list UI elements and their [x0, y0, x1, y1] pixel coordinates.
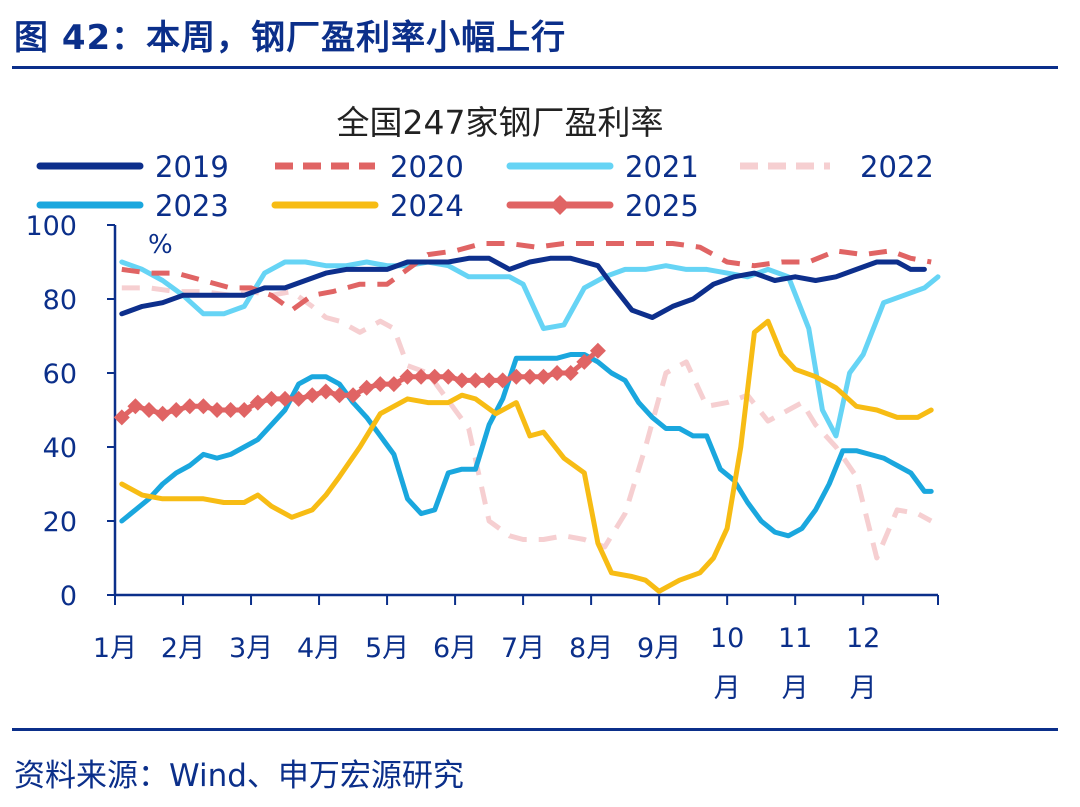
- series-point-2025: [399, 368, 416, 385]
- x-tick-label: 2月: [161, 633, 205, 664]
- x-tick-label: 7月: [501, 633, 545, 664]
- series-point-2025: [304, 387, 321, 404]
- series-point-2025: [345, 387, 362, 404]
- series-point-2025: [426, 368, 443, 385]
- top-rule: [12, 66, 1058, 69]
- series-point-2025: [549, 365, 566, 381]
- chart-title: 全国247家钢厂盈利率: [337, 103, 664, 142]
- x-tick-label: 8月: [569, 633, 613, 664]
- x-tick-label: 11: [778, 623, 812, 654]
- series-point-2025: [195, 398, 212, 415]
- series-point-2025: [481, 372, 498, 389]
- legend: 2019 2020 2021 2022 2023 2024 2025: [36, 150, 934, 223]
- x-tick-label-suffix: 月: [850, 673, 877, 704]
- series-line-2021: [119, 259, 941, 439]
- axes: 0 20 40 60 80 100 1月 2月 3月 4月 5月 6月 7月 8月 9月 10 月 11 月 12 月: [25, 211, 939, 704]
- y-tick-label: 60: [43, 359, 77, 390]
- series-point-2025: [236, 402, 253, 418]
- series-point-2025: [385, 376, 402, 393]
- x-tick-label: 3月: [229, 633, 273, 664]
- series-point-2025: [154, 405, 171, 422]
- series-point-2025: [222, 402, 239, 418]
- legend-marker-2025: [550, 195, 570, 215]
- y-unit-label: %: [148, 230, 173, 260]
- series-point-2025: [562, 365, 579, 381]
- y-tick-label: 20: [43, 507, 77, 538]
- series-point-2025: [372, 376, 389, 393]
- series-point-2025: [181, 398, 198, 415]
- series-point-2025: [290, 390, 307, 407]
- y-tick-label: 40: [43, 433, 77, 464]
- series-point-2025: [535, 368, 552, 385]
- series-point-2025: [168, 402, 185, 418]
- y-tick-label: 100: [25, 211, 77, 242]
- x-tick-label: 6月: [433, 633, 477, 664]
- series-point-2025: [249, 394, 266, 411]
- legend-label-2023: 2023: [155, 189, 229, 223]
- series-point-2025: [413, 368, 430, 385]
- x-tick-label-suffix: 月: [714, 673, 741, 704]
- x-tick-label: 1月: [93, 633, 137, 664]
- series-point-2025: [358, 379, 375, 396]
- series-line-2022: [121, 285, 933, 561]
- y-tick-label: 80: [43, 285, 77, 316]
- series-point-2025: [453, 372, 470, 389]
- series-point-2025: [331, 387, 348, 404]
- series-point-2025: [209, 402, 226, 418]
- series-point-2025: [467, 372, 484, 389]
- figure-title: 图 42：本周，钢厂盈利率小幅上行: [14, 18, 567, 58]
- legend-label-2025: 2025: [625, 189, 699, 223]
- series-line-2023: [119, 352, 934, 539]
- series-point-2025: [141, 402, 158, 418]
- x-tick-label-suffix: 月: [782, 673, 809, 704]
- series-point-2025: [589, 342, 606, 359]
- series-point-2025: [494, 372, 511, 389]
- chart: 全国247家钢厂盈利率 2019 2020 2021 2022 2023 2024 2025…: [25, 103, 941, 704]
- series-line-2019: [119, 255, 927, 320]
- series-layer: [113, 241, 941, 594]
- series-point-2025: [113, 409, 130, 426]
- series-point-2025: [277, 390, 294, 407]
- legend-label-2022: 2022: [860, 150, 934, 184]
- source-note: 资料来源：Wind、申万宏源研究: [14, 758, 464, 794]
- legend-label-2021: 2021: [625, 150, 699, 184]
- x-tick-label: 4月: [297, 633, 341, 664]
- series-point-2025: [263, 390, 280, 407]
- series-point-2025: [521, 368, 538, 385]
- series-point-2025: [127, 398, 144, 415]
- y-tick-label: 0: [60, 581, 77, 612]
- series-point-2025: [576, 353, 593, 370]
- series-point-2025: [508, 368, 525, 385]
- legend-label-2024: 2024: [390, 189, 464, 223]
- x-tick-label: 9月: [637, 633, 681, 664]
- x-tick-label: 10: [710, 623, 744, 654]
- x-tick-label: 5月: [365, 633, 409, 664]
- legend-label-2019: 2019: [155, 150, 229, 184]
- series-point-2025: [317, 383, 334, 400]
- series-line-2020: [121, 241, 932, 313]
- legend-label-2020: 2020: [390, 150, 464, 184]
- series-point-2025: [440, 368, 457, 385]
- series-line-2024: [119, 318, 934, 594]
- x-tick-label: 12: [846, 623, 880, 654]
- bottom-rule: [12, 728, 1058, 731]
